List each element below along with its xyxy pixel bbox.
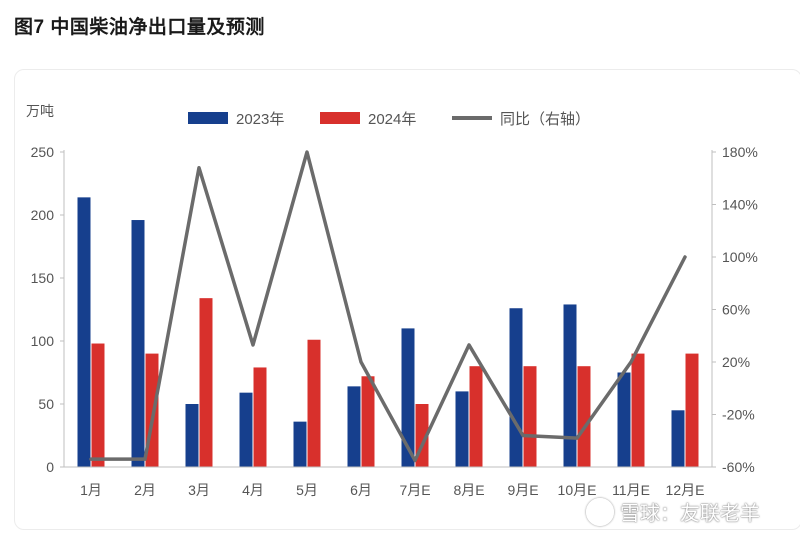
bar-2023 xyxy=(239,392,253,467)
y-tick-label: 0 xyxy=(46,459,54,475)
y-axis-label: 万吨 xyxy=(26,103,54,119)
y-tick-label: 100 xyxy=(31,333,55,349)
legend-label: 同比（右轴） xyxy=(500,111,590,128)
yoy-line xyxy=(89,150,687,463)
x-tick-label: 8月E xyxy=(453,482,484,498)
y2-tick-label: 100% xyxy=(722,249,758,265)
bar-2024 xyxy=(91,343,105,467)
bar-2024 xyxy=(307,339,321,467)
bar-2024 xyxy=(253,367,267,467)
y2-tick-label: 20% xyxy=(722,354,750,370)
x-tick-label: 10月E xyxy=(558,482,597,498)
x-tick-label: 11月E xyxy=(612,482,650,498)
legend-label: 2023年 xyxy=(236,111,284,128)
y2-tick-label: -60% xyxy=(722,459,755,475)
bar-2023 xyxy=(131,220,145,467)
x-tick-label: 1月 xyxy=(80,482,102,498)
bar-2023 xyxy=(671,410,685,467)
x-tick-label: 7月E xyxy=(399,482,430,498)
watermark-text: 雪球：友联老羊 xyxy=(620,503,760,525)
bar-2023 xyxy=(77,197,91,468)
bar-2023 xyxy=(401,328,415,467)
y2-tick-label: 60% xyxy=(722,302,750,318)
bar-2024 xyxy=(469,366,483,467)
y2-tick-label: 140% xyxy=(722,197,758,213)
x-tick-label: 3月 xyxy=(188,482,210,498)
x-tick-label: 9月E xyxy=(507,482,538,498)
bar-2024 xyxy=(361,376,375,467)
bar-2024 xyxy=(523,366,537,467)
bar-2023 xyxy=(347,386,361,467)
snowball-logo-icon xyxy=(586,497,614,526)
bar-2024 xyxy=(685,353,699,467)
legend-label: 2024年 xyxy=(368,111,416,128)
x-tick-label: 6月 xyxy=(350,482,372,498)
bar-2023 xyxy=(563,304,577,467)
bar-2023 xyxy=(455,391,469,467)
legend-swatch xyxy=(320,112,360,124)
bar-2024 xyxy=(199,298,213,467)
y2-tick-label: 180% xyxy=(722,144,758,160)
bar-2023 xyxy=(509,308,523,467)
y2-tick-label: -20% xyxy=(722,407,755,423)
legend-swatch xyxy=(188,112,228,124)
watermark: 雪球：友联老羊 xyxy=(586,497,760,526)
x-tick-label: 12月E xyxy=(666,482,705,498)
y-tick-label: 150 xyxy=(31,270,55,286)
bar-2023 xyxy=(293,421,307,467)
bar-2024 xyxy=(631,353,645,467)
x-tick-label: 4月 xyxy=(242,482,264,498)
x-tick-label: 5月 xyxy=(296,482,318,498)
bar-2023 xyxy=(617,372,631,467)
page-title: 图7 中国柴油净出口量及预测 xyxy=(14,17,265,38)
x-tick-label: 2月 xyxy=(134,482,156,498)
y-tick-label: 200 xyxy=(31,207,55,223)
y-tick-label: 250 xyxy=(31,144,55,160)
y-tick-label: 50 xyxy=(38,396,54,412)
bar-2024 xyxy=(577,366,591,467)
bar-2023 xyxy=(185,404,199,467)
